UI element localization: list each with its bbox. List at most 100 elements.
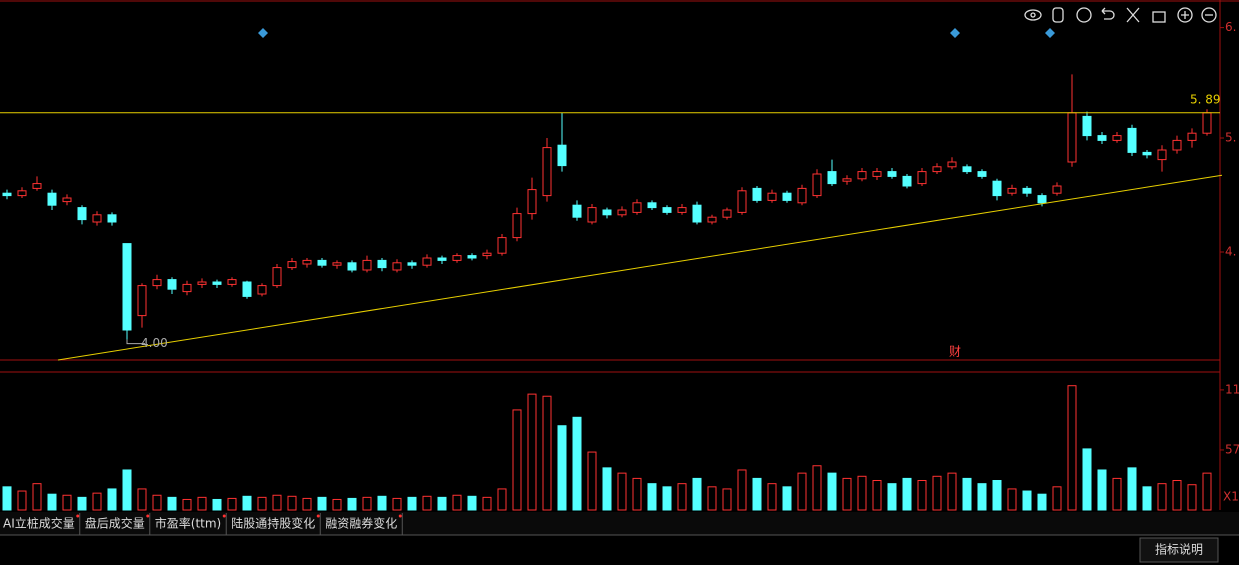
volume-bar bbox=[602, 467, 612, 511]
candle-body bbox=[512, 213, 522, 239]
volume-bar bbox=[1097, 469, 1107, 511]
zoom-in-icon bbox=[1181, 11, 1189, 19]
tab-dot bbox=[316, 514, 320, 518]
candle-body bbox=[722, 209, 732, 218]
volume-bar bbox=[62, 494, 72, 511]
toolbar bbox=[1024, 7, 1217, 23]
volume-bar bbox=[662, 486, 672, 511]
candle-body bbox=[872, 171, 882, 177]
candle-body bbox=[842, 178, 852, 182]
y-tick-label: 5. bbox=[1225, 131, 1236, 145]
play-icon[interactable] bbox=[1076, 7, 1092, 23]
zoom-in-icon[interactable] bbox=[1177, 7, 1193, 23]
zoom-out-icon[interactable] bbox=[1201, 7, 1217, 23]
candle-body bbox=[662, 207, 672, 213]
volume-bar bbox=[812, 465, 822, 511]
volume-bar bbox=[617, 472, 627, 511]
volume-bar bbox=[377, 495, 387, 511]
candle-body bbox=[1067, 112, 1077, 163]
candle-body bbox=[1142, 151, 1152, 156]
volume-bar bbox=[32, 483, 42, 511]
candle-body bbox=[317, 259, 327, 266]
hand-icon[interactable] bbox=[1052, 7, 1064, 23]
low-pointer bbox=[126, 339, 145, 345]
indicator-tab[interactable]: 陆股通持股变化 bbox=[231, 516, 315, 531]
undo-icon[interactable] bbox=[1101, 7, 1115, 20]
indicator-tab[interactable]: 融资融券变化 bbox=[325, 516, 397, 531]
indicator-tab[interactable]: AI立桩成交量 bbox=[3, 516, 75, 531]
candle-body bbox=[887, 171, 897, 177]
candle-body bbox=[647, 202, 657, 209]
candle-body bbox=[92, 214, 102, 223]
candle-body bbox=[107, 214, 117, 223]
volume-bar bbox=[302, 497, 312, 511]
candle-body bbox=[122, 243, 132, 331]
candle-body bbox=[47, 192, 57, 206]
candle-body bbox=[767, 192, 777, 201]
candle-body bbox=[527, 189, 537, 215]
candle-body bbox=[782, 192, 792, 201]
candle-body bbox=[1202, 112, 1212, 134]
volume-bar bbox=[512, 409, 522, 511]
y-tick-label: 6. bbox=[1225, 20, 1236, 34]
volume-bar bbox=[137, 488, 147, 511]
candle-body bbox=[242, 281, 252, 297]
candle-body bbox=[182, 283, 192, 293]
volume-bar bbox=[17, 490, 27, 511]
cut-icon[interactable] bbox=[1126, 7, 1140, 23]
candle-body bbox=[377, 259, 387, 269]
candle-body bbox=[152, 279, 162, 287]
candle-body bbox=[1112, 135, 1122, 141]
volume-bar bbox=[1037, 493, 1047, 511]
volume-bar bbox=[197, 496, 207, 511]
tab-dot bbox=[398, 514, 402, 518]
candle-body bbox=[227, 279, 237, 285]
candle-body bbox=[947, 161, 957, 168]
candle-body bbox=[482, 252, 492, 257]
volume-bar bbox=[347, 497, 357, 511]
volume-bar bbox=[677, 483, 687, 511]
volume-bar bbox=[497, 488, 507, 511]
indicator-button[interactable] bbox=[1139, 537, 1219, 563]
tab-dot bbox=[146, 514, 150, 518]
lock-icon[interactable] bbox=[1152, 11, 1166, 23]
candle-body bbox=[77, 207, 87, 221]
indicator-tab[interactable]: 盘后成交量 bbox=[85, 516, 145, 531]
volume-bar bbox=[407, 496, 417, 511]
volume-bar bbox=[1022, 490, 1032, 511]
volume-bar bbox=[827, 472, 837, 511]
candle-body bbox=[167, 279, 177, 290]
volume-bar bbox=[557, 425, 567, 511]
volume-bar bbox=[782, 486, 792, 511]
candle-body bbox=[362, 259, 372, 271]
volume-bar bbox=[467, 495, 477, 511]
candle-body bbox=[752, 187, 762, 201]
volume-bar bbox=[2, 486, 12, 511]
candle-body bbox=[2, 192, 12, 197]
volume-bar bbox=[947, 472, 957, 511]
volume-bar bbox=[767, 483, 777, 511]
indicator-tab[interactable]: 市盈率(ttm) bbox=[155, 516, 221, 531]
indicator-button-label[interactable]: 指标说明 bbox=[1155, 542, 1203, 557]
candle-body bbox=[917, 171, 927, 185]
candle-body bbox=[272, 267, 282, 287]
candle-body bbox=[602, 209, 612, 216]
candle-body bbox=[287, 261, 297, 269]
volume-bar bbox=[1142, 486, 1152, 511]
volume-bar bbox=[737, 469, 747, 511]
candle-body bbox=[632, 202, 642, 213]
eye-icon[interactable] bbox=[1024, 9, 1042, 21]
candle-body bbox=[467, 255, 477, 259]
candle-body bbox=[1052, 185, 1062, 194]
tab-dot bbox=[76, 514, 80, 518]
candle-body bbox=[497, 237, 507, 254]
volume-bar bbox=[122, 469, 132, 511]
volume-bar bbox=[227, 497, 237, 511]
candle-body bbox=[452, 255, 462, 261]
candle-body bbox=[977, 171, 987, 177]
candle-body bbox=[1007, 187, 1017, 194]
vol-tick-label: 11 bbox=[1225, 382, 1239, 396]
volume-bar bbox=[452, 494, 462, 511]
low-label: 4.00 bbox=[141, 336, 168, 350]
volume-bar bbox=[92, 492, 102, 511]
